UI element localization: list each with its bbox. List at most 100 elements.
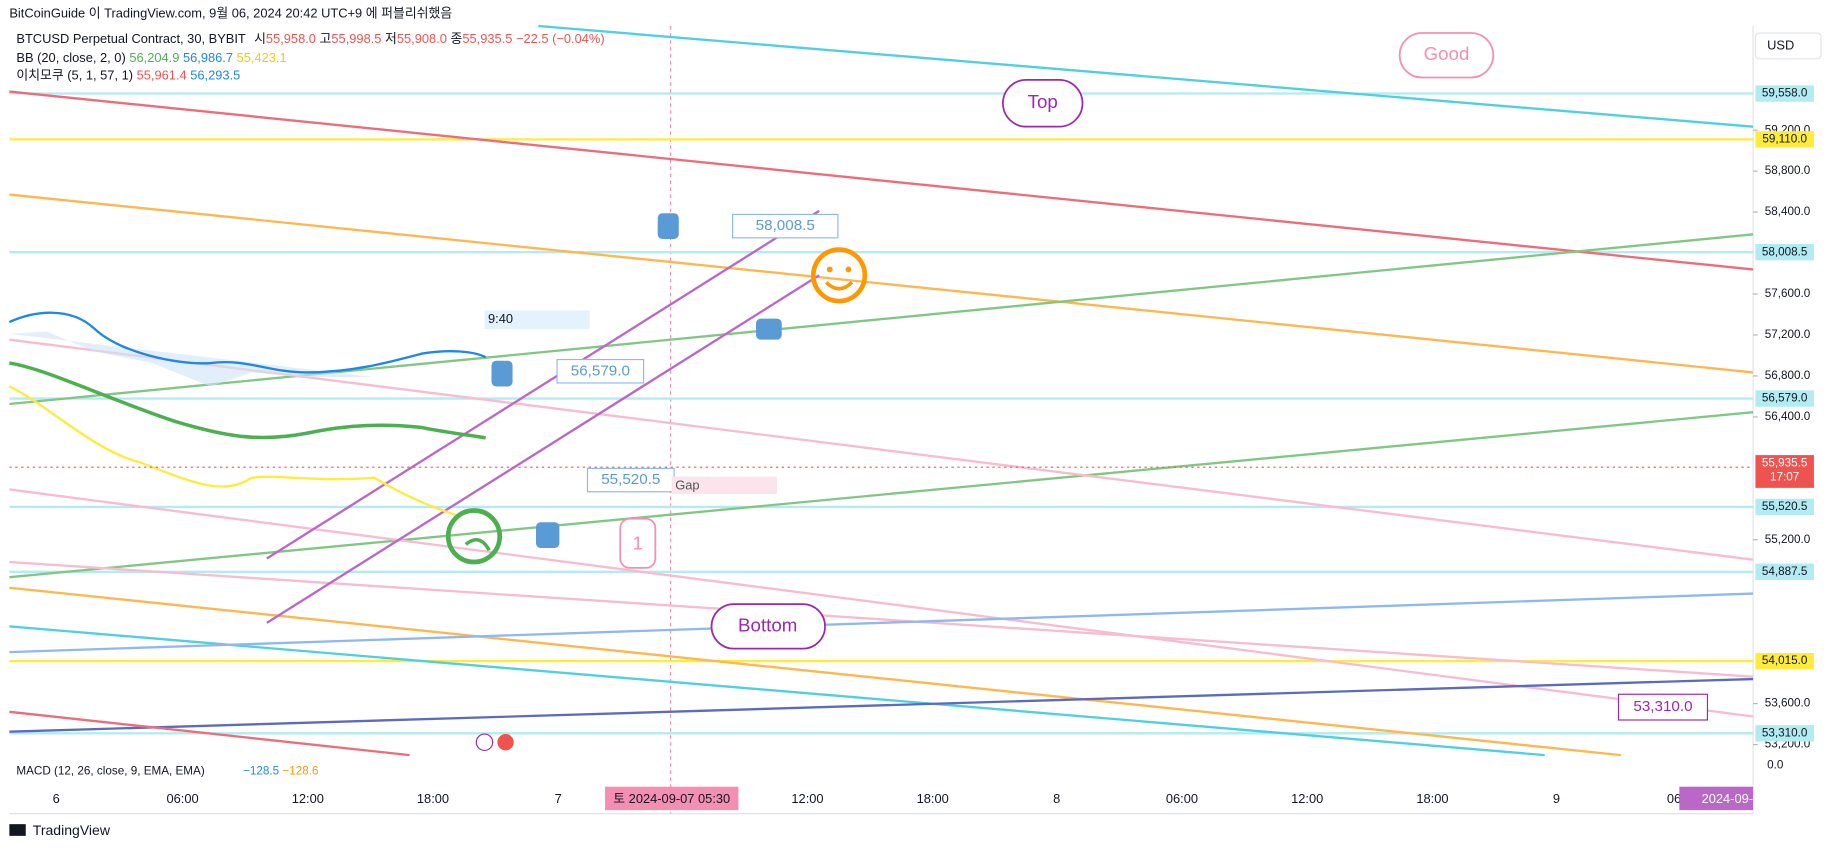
event-icon [475,733,494,752]
price-tick-label: 53,600.0 [1765,697,1811,710]
ohlc: 55,998.5 [331,31,381,46]
logo [9,824,26,836]
trendline [9,592,1754,654]
bottom-label: Bottom [738,614,797,635]
macd: −128.6 [282,765,318,778]
ichimoku: 56,293.5 [190,68,240,83]
trendline [9,710,410,757]
time-label: 12:00 [791,791,823,806]
bb: BB (20, close, 2, 0) [16,50,125,65]
price-tag-label: 55,520.5 [1762,500,1808,513]
ichimoku: 55,961.4 [137,68,187,83]
bb-upper [8,311,487,374]
hand-icon [535,522,560,548]
good-label: Good [1424,43,1470,64]
currency-button[interactable] [1754,32,1822,60]
time-label: 7 [555,791,562,806]
header: BitCoinGuide 이 TradingView.com, 9월 06, 2… [9,6,1822,838]
top-label: Top [1028,91,1058,112]
price-tick-label: 58,400.0 [1765,205,1811,218]
callout [732,213,839,239]
face-mouth [464,538,491,552]
event-icon [497,734,514,751]
last-price-label: 55,935.5 [1762,456,1808,469]
time-label: 06:00 [1166,791,1198,806]
callout [1617,693,1709,721]
trendline [538,24,1754,128]
price-tag [1755,85,1814,102]
trendline [9,193,1754,374]
one-label: 1 [633,532,643,553]
time-label: 8 [1053,791,1060,806]
last-price-tag [1755,455,1814,488]
price-tag [1755,652,1814,670]
symbol: BTCUSD Perpetual Contract, 30, BYBIT [16,31,246,46]
price-tick-label: 55,200.0 [1765,533,1811,546]
ohlc: −22.5 (−0.04%) [516,31,605,46]
trendline [9,411,1754,579]
macd: −128.5 [243,765,280,778]
gap-label: Gap [675,477,699,492]
ichimoku-line [9,361,487,440]
face [445,508,503,565]
trendline [9,90,1754,271]
bb: 56,204.9 [129,50,179,65]
bb-legend: BB (20, close, 2, 0) 56,204.9 56,986.7 5… [16,50,286,65]
time-box [484,310,590,330]
time-label: 12:00 [292,791,324,806]
channel [266,209,820,560]
price-tag [1755,390,1814,407]
price-tag [1755,131,1814,148]
price-tick-label: 56,400.0 [1765,410,1811,423]
right-time: 2024-09-0 [1702,791,1761,806]
currency[interactable]: USD [1767,37,1794,52]
callout-label: 55,520.5 [601,471,660,488]
price-tag [1755,563,1814,580]
trendline [9,625,1545,757]
macd: MACD (12, 26, close, 9, EMA, EMA) [16,765,204,778]
ohlc: 시 [254,31,266,46]
macd-zero: 0.0 [1767,759,1784,772]
right-time-box [1679,786,1754,811]
icons [445,213,868,752]
bubble [1002,78,1084,128]
price-tag-label: 58,008.5 [1762,245,1808,258]
cursor-time: 토 2024-09-07 05:30 [613,791,730,806]
trendline [9,677,1754,733]
price-tick-label: 57,200.0 [1765,328,1811,341]
smiley-eye [826,266,833,273]
price-tag-label: 53,310.0 [1762,726,1808,739]
time-label: 9 [1553,791,1560,806]
macd-legend: MACD (12, 26, close, 9, EMA, EMA) −128.5… [16,765,318,778]
smiley [811,247,868,304]
ohlc: 55,958.0 [266,31,316,46]
ohlc: 55,908.0 [397,31,447,46]
smiley-eye [845,266,852,273]
cursor-time-box [605,786,739,811]
price-tag-label: 59,110.0 [1762,132,1807,145]
time-label: 18:00 [917,791,949,806]
price-tick-label: 56,800.0 [1765,369,1811,382]
gap-box [671,476,778,495]
ohlc: 고 [320,31,332,46]
bubble [619,517,657,569]
trendline [9,560,1754,678]
time-label: 6 [53,791,60,806]
bb: 56,986.7 [183,50,233,65]
time-label: 18:00 [417,791,449,806]
price-tag [1755,243,1814,261]
price-tag [1755,725,1814,742]
time-box-label: 9:40 [488,311,513,326]
price-tag-label: 54,887.5 [1762,565,1808,578]
drawings [8,24,1754,757]
symbol-legend: BTCUSD Perpetual Contract, 30, BYBIT 시55… [16,31,604,46]
time-label: 06:00 [166,791,198,806]
price-tag-label: 59,558.0 [1762,87,1808,100]
callout-label: 53,310.0 [1633,698,1692,715]
price-tag [1755,498,1814,516]
published: BitCoinGuide 이 TradingView.com, 9월 06, 2… [9,6,452,21]
cloud [9,331,375,387]
ohlc: 종 [451,31,463,46]
ichimoku-legend: 이치모쿠 (5, 1, 57, 1) 55,961.4 56,293.5 [16,68,240,83]
